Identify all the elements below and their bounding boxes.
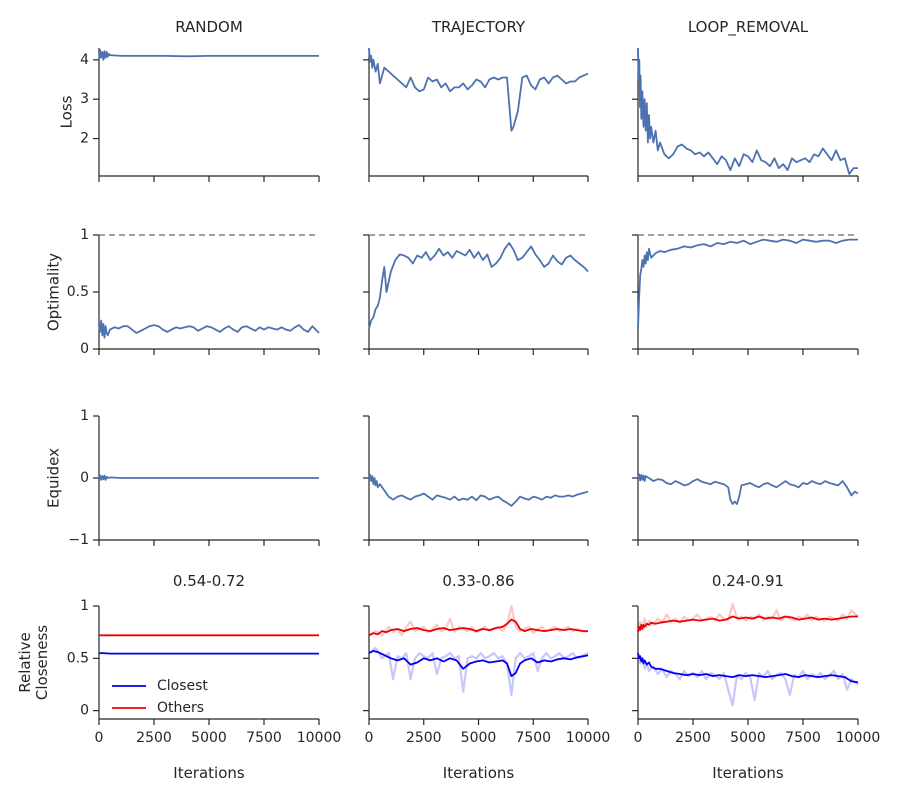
series-others	[637, 615, 858, 633]
y-tick-label: −1	[68, 532, 89, 548]
series-closest	[99, 652, 319, 655]
ylabel-optimality: Optimality	[45, 253, 63, 331]
y-tick-label: 1	[80, 227, 89, 243]
series-optimality	[98, 319, 320, 339]
xlabel-2: Iterations	[712, 764, 784, 782]
ylabel-line: Equidex	[45, 448, 63, 508]
series-closest-raw	[636, 652, 859, 707]
y-tick-label: 2	[80, 131, 89, 147]
panel-equidex-1	[363, 415, 589, 546]
y-tick-label: 3	[80, 91, 89, 107]
panel-optimality-1	[363, 234, 589, 355]
column-title-2: LOOP_REMOVAL	[688, 18, 809, 37]
panel-relative_closeness-0: 0 0.5 1 0 2500 5000 7500 10000 Closest Others	[67, 598, 342, 746]
x-tick-label: 10000	[297, 730, 342, 746]
y-tick-label: 0	[80, 470, 89, 486]
series-others	[368, 618, 588, 637]
x-tick-label: 10000	[836, 730, 881, 746]
y-tick-label: 0	[80, 703, 89, 719]
x-tick-label: 0	[365, 730, 374, 746]
panel-loss-2	[632, 47, 859, 182]
x-tick-label: 0	[95, 730, 104, 746]
y-tick-label: 0	[80, 341, 89, 357]
series-closest	[368, 650, 589, 677]
x-tick-label: 5000	[461, 730, 497, 746]
x-tick-label: 10000	[566, 730, 611, 746]
column-title-1: TRAJECTORY	[431, 18, 526, 36]
series-optimality	[368, 242, 589, 329]
panel-equidex-2	[632, 415, 859, 546]
legend-label-closest: Closest	[157, 678, 208, 694]
ylabel-loss: Loss	[58, 95, 76, 128]
y-tick-label: 0.5	[67, 284, 89, 300]
y-tick-label: 0.5	[67, 650, 89, 666]
legend: Closest Others	[112, 678, 208, 716]
y-tick-label: 4	[80, 52, 89, 68]
ylabel-line: Closeness	[33, 625, 51, 700]
column-title-0: RANDOM	[175, 18, 243, 36]
ylabel-equidex: Equidex	[45, 448, 63, 508]
x-tick-label: 5000	[730, 730, 766, 746]
panel-equidex-0: −1 0 1	[68, 408, 320, 548]
figure-labels: RANDOM TRAJECTORY LOOP_REMOVAL Loss Optimali…	[16, 18, 809, 782]
x-tick-label: 5000	[191, 730, 227, 746]
closeness-title-2: 0.24-0.91	[712, 572, 784, 590]
panel-optimality-0: 00.51	[67, 227, 320, 357]
series-loss	[368, 47, 589, 132]
panel-relative_closeness-2: 0 2500 5000 7500 10000	[632, 602, 881, 746]
series-equidex	[368, 474, 589, 507]
closeness-title-0: 0.54-0.72	[173, 572, 245, 590]
closeness-title-1: 0.33-0.86	[442, 572, 514, 590]
legend-label-others: Others	[157, 700, 204, 716]
ylabel-relative_closeness: Relative Closeness	[16, 625, 51, 700]
series-equidex	[98, 474, 319, 481]
x-tick-label: 7500	[785, 730, 821, 746]
x-tick-label: 2500	[136, 730, 172, 746]
series-loss	[98, 49, 319, 61]
xlabel-0: Iterations	[173, 764, 245, 782]
panel-relative_closeness-1: 0 2500 5000 7500 10000	[363, 604, 611, 746]
series-closest	[637, 652, 859, 684]
series-closest-raw	[368, 646, 589, 696]
x-tick-label: 2500	[675, 730, 711, 746]
y-tick-label: 1	[80, 408, 89, 424]
series-loss	[637, 47, 858, 175]
ylabel-line: Loss	[58, 95, 76, 128]
y-tick-label: 1	[80, 598, 89, 614]
ylabel-line: Relative	[16, 632, 34, 693]
x-tick-label: 0	[634, 730, 643, 746]
series-others-raw	[636, 602, 859, 633]
series-equidex	[637, 473, 859, 505]
x-tick-label: 2500	[406, 730, 442, 746]
xlabel-1: Iterations	[443, 764, 515, 782]
panel-loss-1	[363, 47, 589, 182]
panel-loss-0: 2 3 4	[80, 48, 320, 182]
panel-optimality-2	[632, 234, 859, 355]
ylabel-line: Optimality	[45, 253, 63, 331]
series-optimality	[637, 238, 858, 329]
x-tick-label: 7500	[246, 730, 282, 746]
x-tick-label: 7500	[515, 730, 551, 746]
